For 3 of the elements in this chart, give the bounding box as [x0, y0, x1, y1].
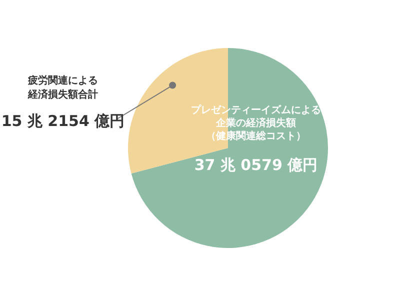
slice-label: 疲労関連による経済損失額合計 — [27, 74, 98, 101]
text: 15 兆 2154 億円 — [1, 112, 125, 130]
text: 37 兆 0579 億円 — [194, 156, 318, 174]
